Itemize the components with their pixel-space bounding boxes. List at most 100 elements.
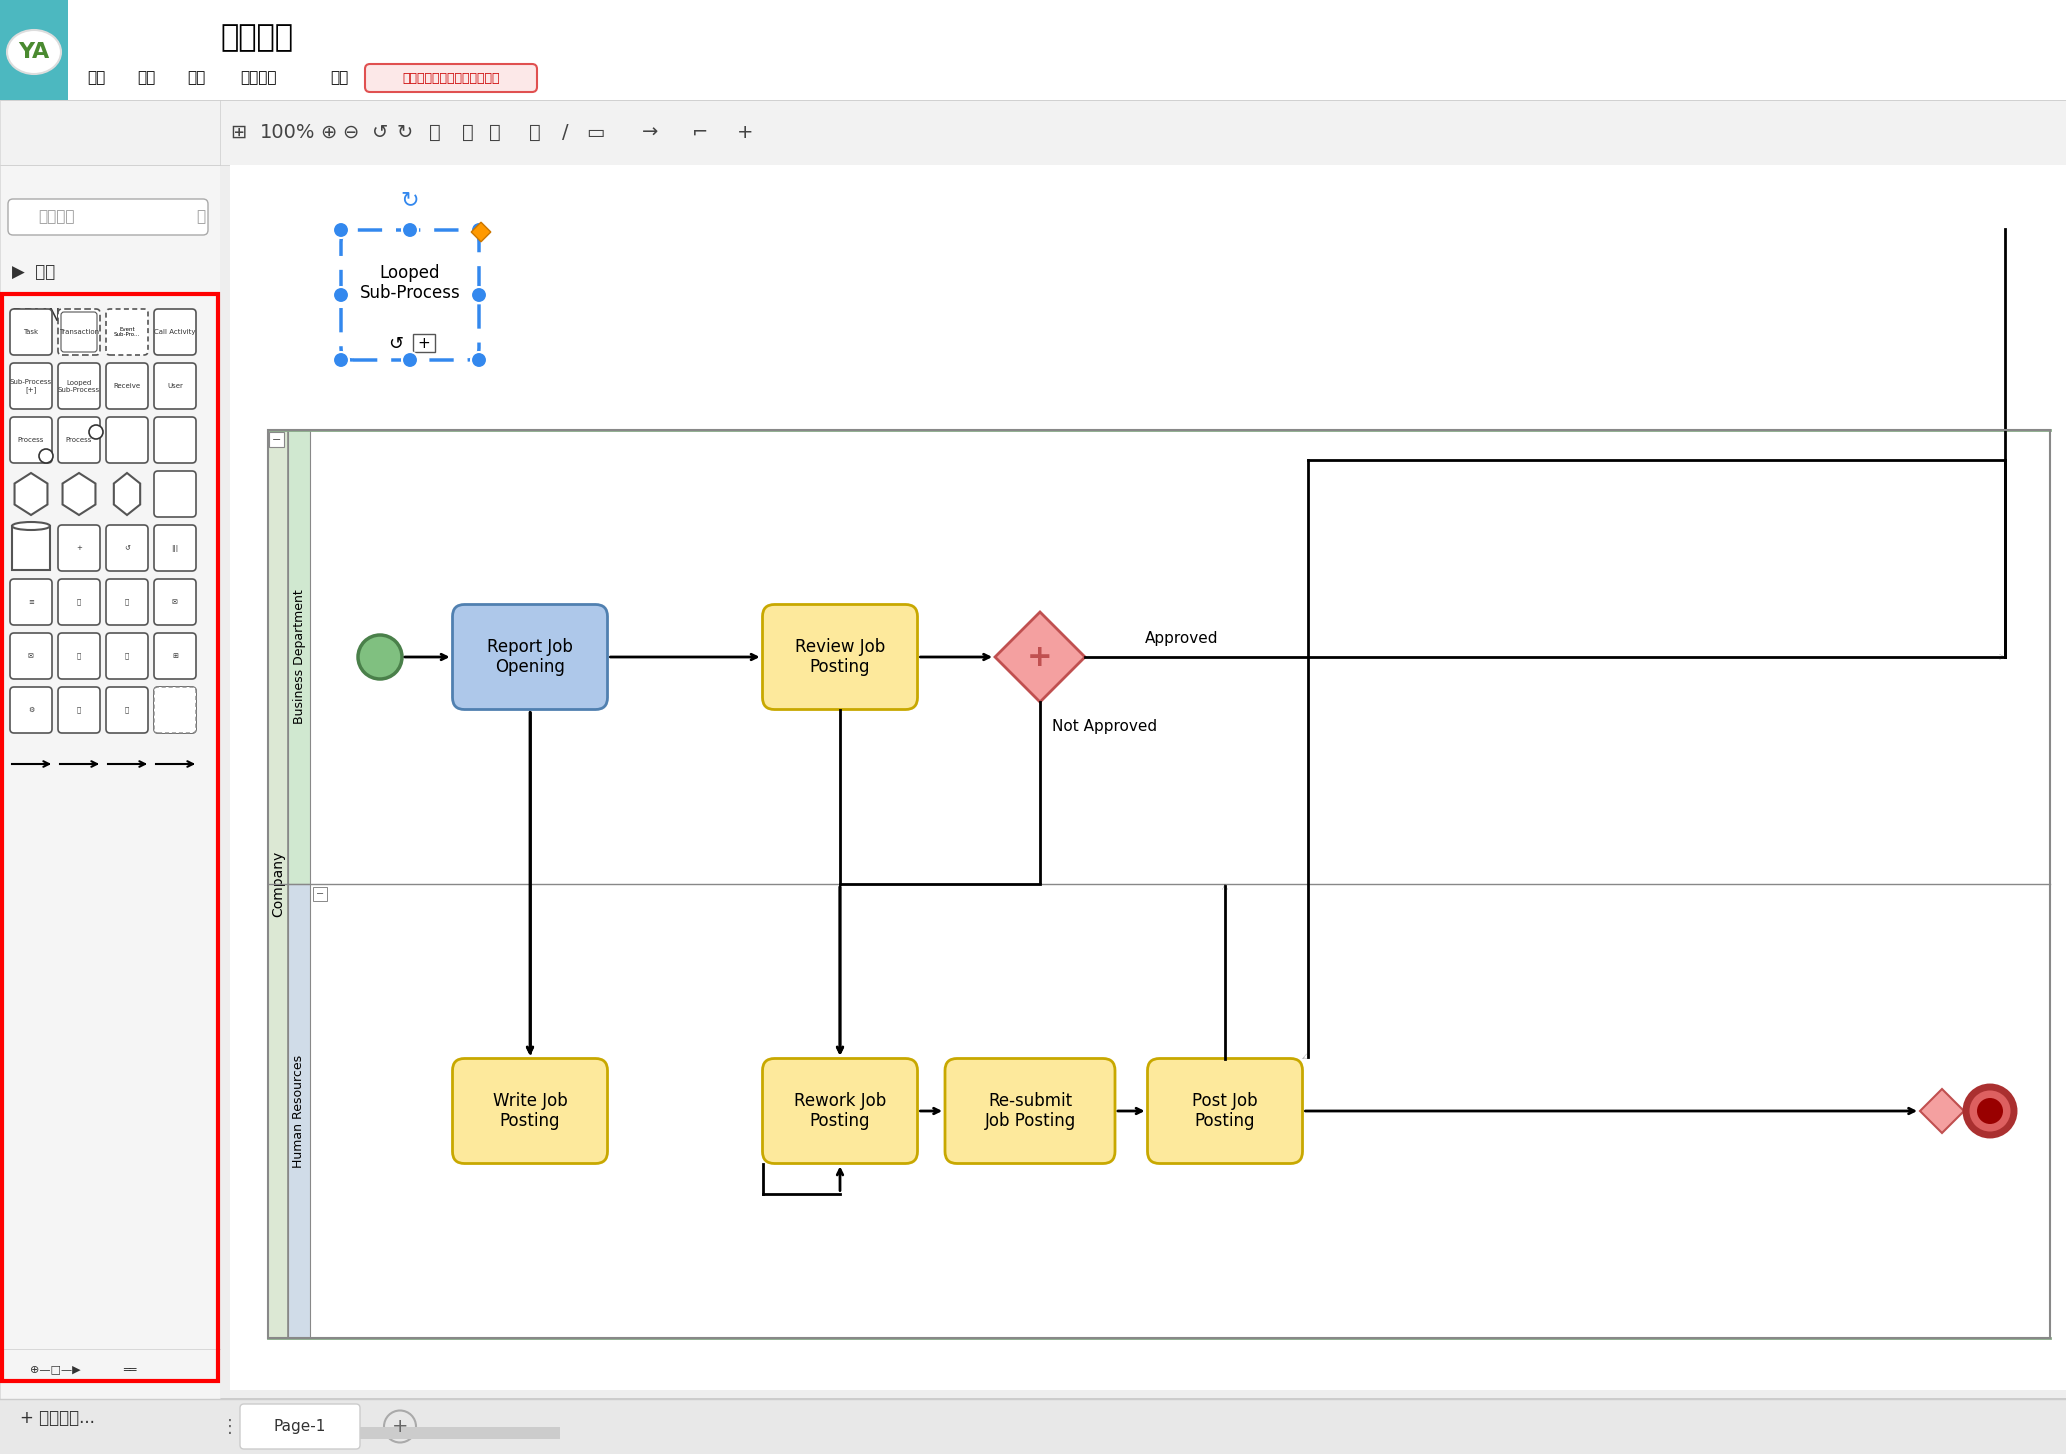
Text: Write Job
Posting: Write Job Posting (492, 1092, 568, 1130)
FancyBboxPatch shape (155, 364, 196, 409)
Polygon shape (1919, 1089, 1965, 1133)
Text: Transaction: Transaction (60, 329, 99, 334)
FancyBboxPatch shape (452, 605, 607, 710)
Text: 调整图形: 调整图形 (240, 70, 277, 86)
Text: +: + (76, 545, 83, 551)
Text: Review Job
Posting: Review Job Posting (795, 638, 884, 676)
Polygon shape (114, 473, 140, 515)
Bar (269, 430, 2049, 1338)
Text: ≡: ≡ (29, 599, 33, 605)
Text: ⚙: ⚙ (27, 707, 35, 712)
Text: −: − (273, 435, 281, 445)
Text: ⌷: ⌷ (124, 707, 128, 714)
Polygon shape (14, 473, 48, 515)
Text: ↺: ↺ (124, 545, 130, 551)
Circle shape (39, 449, 54, 462)
Text: Approved: Approved (1145, 631, 1219, 647)
Text: 〜: 〜 (76, 599, 81, 605)
Circle shape (333, 222, 349, 238)
Text: 帮助: 帮助 (382, 70, 401, 86)
Circle shape (89, 425, 103, 439)
Text: +: + (738, 124, 754, 142)
FancyBboxPatch shape (366, 64, 537, 92)
Polygon shape (62, 473, 95, 515)
Text: ⊖: ⊖ (341, 124, 357, 142)
Text: +: + (1027, 643, 1054, 672)
Text: ⌐: ⌐ (692, 124, 709, 142)
FancyBboxPatch shape (155, 686, 196, 733)
Bar (0, 164, 219, 1399)
Text: User: User (167, 382, 184, 390)
FancyBboxPatch shape (10, 686, 52, 733)
FancyBboxPatch shape (58, 632, 99, 679)
Text: ⊞: ⊞ (229, 124, 246, 142)
Circle shape (471, 352, 488, 368)
FancyBboxPatch shape (10, 417, 52, 462)
Bar (269, 430, 287, 1338)
FancyBboxPatch shape (240, 1405, 359, 1450)
Text: Process: Process (19, 438, 43, 443)
Polygon shape (471, 222, 492, 241)
FancyBboxPatch shape (762, 605, 917, 710)
Text: Looped
Sub-Process: Looped Sub-Process (359, 263, 461, 302)
Bar (359, 1426, 560, 1439)
Text: 其它: 其它 (331, 70, 349, 86)
Text: Human Resources: Human Resources (293, 1054, 306, 1168)
FancyBboxPatch shape (155, 310, 196, 355)
Circle shape (1967, 1088, 2014, 1136)
Text: ══: ══ (124, 1364, 136, 1374)
Bar (0, 1399, 219, 1454)
Text: ✋: ✋ (124, 653, 128, 659)
Text: 👤: 👤 (76, 653, 81, 659)
Text: 🔍: 🔍 (196, 209, 205, 224)
Bar (0, 0, 2066, 100)
Text: 搜索图形: 搜索图形 (37, 209, 74, 224)
Text: ✉: ✉ (29, 653, 33, 659)
Text: 100%: 100% (260, 124, 316, 142)
Text: ↺: ↺ (372, 124, 388, 142)
Text: ▶  通用: ▶ 通用 (12, 263, 56, 281)
Text: 编辑: 编辑 (136, 70, 155, 86)
FancyBboxPatch shape (105, 632, 149, 679)
Text: Not Approved: Not Approved (1052, 720, 1157, 734)
Bar (287, 884, 310, 1338)
FancyBboxPatch shape (105, 364, 149, 409)
FancyBboxPatch shape (10, 310, 52, 355)
Text: |||: ||| (171, 544, 178, 551)
FancyBboxPatch shape (155, 525, 196, 571)
FancyBboxPatch shape (10, 364, 52, 409)
Circle shape (471, 222, 488, 238)
Text: ✉: ✉ (171, 599, 178, 605)
Bar (0, 0, 68, 100)
Text: ⬦: ⬦ (529, 124, 541, 142)
Circle shape (403, 222, 417, 238)
FancyBboxPatch shape (10, 579, 52, 625)
FancyBboxPatch shape (10, 632, 52, 679)
Text: Call Activity: Call Activity (155, 329, 196, 334)
FancyBboxPatch shape (155, 632, 196, 679)
Text: 文件: 文件 (87, 70, 105, 86)
Text: BPMN 通用: BPMN 通用 (12, 307, 85, 326)
FancyBboxPatch shape (58, 525, 99, 571)
Bar (219, 164, 2066, 1397)
Text: ↻: ↻ (397, 124, 413, 142)
FancyBboxPatch shape (105, 686, 149, 733)
Text: Business Department: Business Department (293, 590, 306, 724)
Text: Company: Company (271, 851, 285, 917)
Text: Post Job
Posting: Post Job Posting (1192, 1092, 1258, 1130)
Text: ⧉: ⧉ (490, 124, 500, 142)
Ellipse shape (12, 522, 50, 531)
FancyBboxPatch shape (105, 579, 149, 625)
Text: ⊞: ⊞ (171, 653, 178, 659)
FancyBboxPatch shape (341, 230, 479, 361)
Text: Process: Process (66, 438, 93, 443)
Text: ⊕: ⊕ (320, 124, 337, 142)
FancyBboxPatch shape (58, 686, 99, 733)
Bar (0, 1399, 2066, 1454)
Text: 修改未保存。点击此处保存。: 修改未保存。点击此处保存。 (403, 71, 500, 84)
Text: 职务发布: 职务发布 (219, 23, 293, 52)
Text: Sub-Process
[+]: Sub-Process [+] (10, 379, 52, 393)
FancyBboxPatch shape (105, 310, 149, 355)
FancyBboxPatch shape (1147, 1059, 1302, 1163)
FancyBboxPatch shape (58, 364, 99, 409)
